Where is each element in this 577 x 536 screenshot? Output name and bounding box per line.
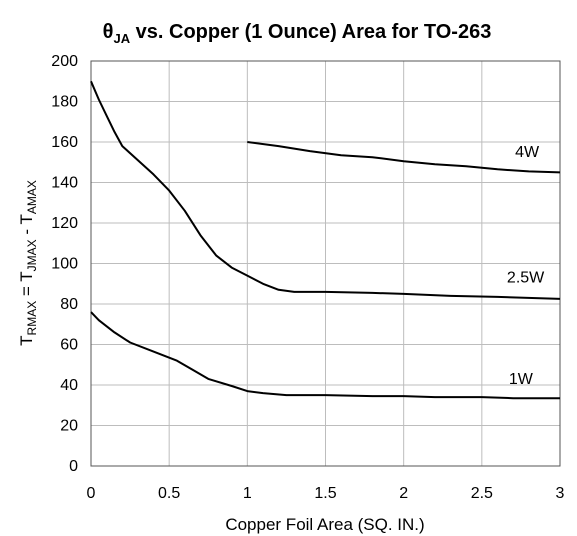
series-lines [90, 80, 561, 400]
series-label-2-5W: 2.5W [507, 270, 545, 287]
title-subscript: JA [113, 31, 130, 46]
y-label-text: T [17, 335, 36, 345]
x-tick-label: 2.5 [471, 485, 493, 502]
series-label-1W: 1W [509, 371, 534, 388]
y-tick-label: 180 [51, 94, 78, 111]
y-tick-label: 40 [60, 377, 78, 394]
y-label-subscript: AMAX [25, 180, 39, 214]
title-theta: θ [103, 21, 114, 43]
series-labels: 4W 2.5W 1W [507, 144, 545, 388]
series-line-2-5W [90, 80, 561, 300]
y-axis-label: TRMAX = TJMAX - TAMAX [17, 180, 39, 346]
y-tick-label: 140 [51, 175, 78, 192]
y-tick-label: 200 [51, 53, 78, 70]
x-tick-label: 1.5 [314, 485, 336, 502]
y-tick-label: 80 [60, 296, 78, 313]
y-label-subscript: JMAX [25, 239, 39, 271]
x-tick-labels: 0 0.5 1 1.5 2 2.5 3 [87, 485, 565, 502]
y-tick-label: 0 [69, 458, 78, 475]
y-tick-label: 100 [51, 256, 78, 273]
x-tick-label: 3 [556, 485, 565, 502]
series-line-1W [90, 311, 560, 400]
y-label-text: = T [17, 271, 36, 300]
y-tick-label: 60 [60, 337, 78, 354]
x-tick-label: 0.5 [158, 485, 180, 502]
title-rest: vs. Copper (1 Ounce) Area for TO-263 [130, 21, 491, 43]
chart-title: θJA vs. Copper (1 Ounce) Area for TO-263 [103, 21, 492, 46]
series-label-4W: 4W [515, 144, 540, 161]
x-axis-label: Copper Foil Area (SQ. IN.) [225, 515, 424, 534]
x-tick-label: 2 [399, 485, 408, 502]
series-line-4W [247, 141, 561, 174]
grid [90, 60, 561, 467]
y-label-subscript: RMAX [25, 301, 39, 336]
plot-frame [90, 60, 561, 467]
x-tick-label: 0 [87, 485, 96, 502]
y-label-text: - T [17, 214, 36, 239]
y-tick-label: 160 [51, 134, 78, 151]
y-tick-label: 20 [60, 418, 78, 435]
x-tick-label: 1 [243, 485, 252, 502]
y-tick-label: 120 [51, 215, 78, 232]
y-tick-labels: 0 20 40 60 80 100 120 140 160 180 200 [51, 53, 78, 475]
